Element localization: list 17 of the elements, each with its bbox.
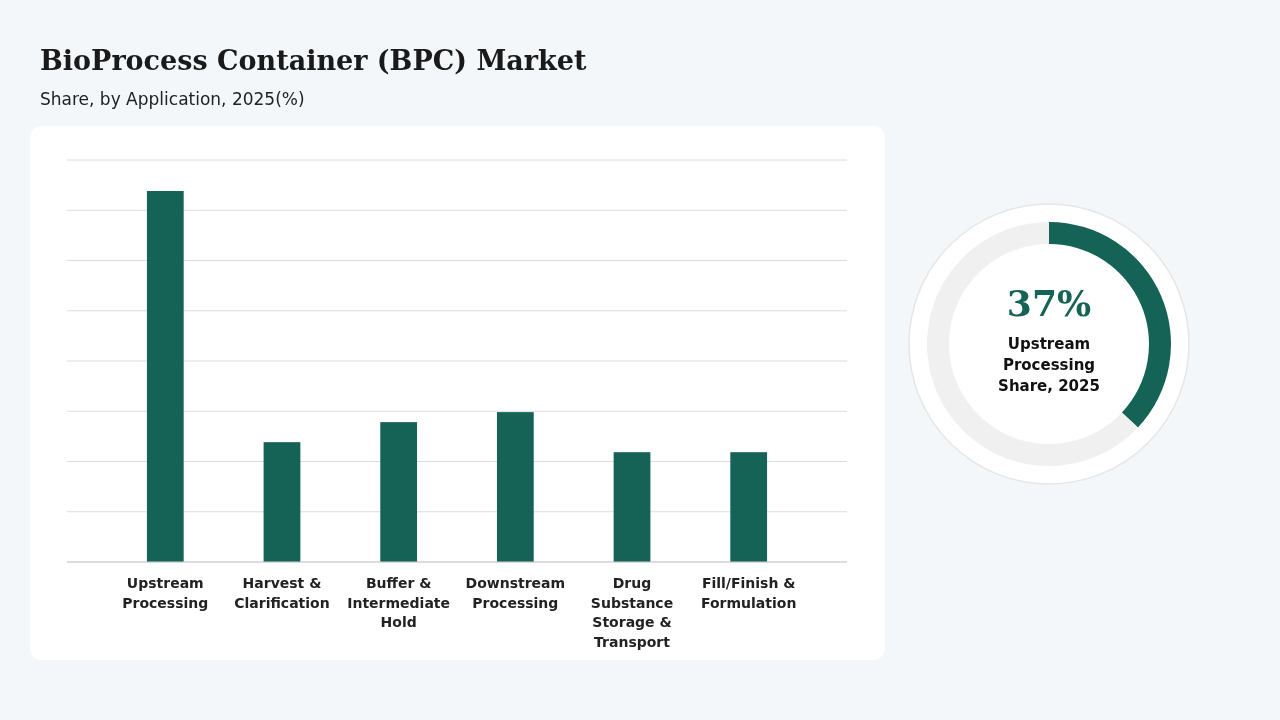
text: Upstream Processing Share, 2025	[998, 335, 1100, 395]
chart-title: BioProcess Container (BPC) Market	[40, 45, 587, 76]
data-label: 37%	[1006, 282, 1092, 324]
bar	[380, 422, 418, 562]
x-tick-label: Buffer & Intermediate Hold	[347, 575, 451, 631]
x-tick-label: Fill/Finish & Formulation	[700, 575, 797, 611]
x-tick-label: Drug Substance Storage & Transport	[590, 575, 674, 650]
chart-subtitle: Share, by Application, 2025(%)	[40, 89, 305, 109]
bar	[496, 412, 534, 562]
x-tick-label: Upstream Processing	[122, 575, 209, 611]
bar	[730, 452, 768, 562]
bar	[263, 442, 301, 562]
bar	[146, 191, 184, 562]
x-tick-label: Downstream Processing	[465, 575, 566, 611]
bar	[613, 452, 651, 562]
x-tick-label: Harvest & Clarification	[234, 575, 330, 611]
donut-slice	[927, 222, 1138, 466]
